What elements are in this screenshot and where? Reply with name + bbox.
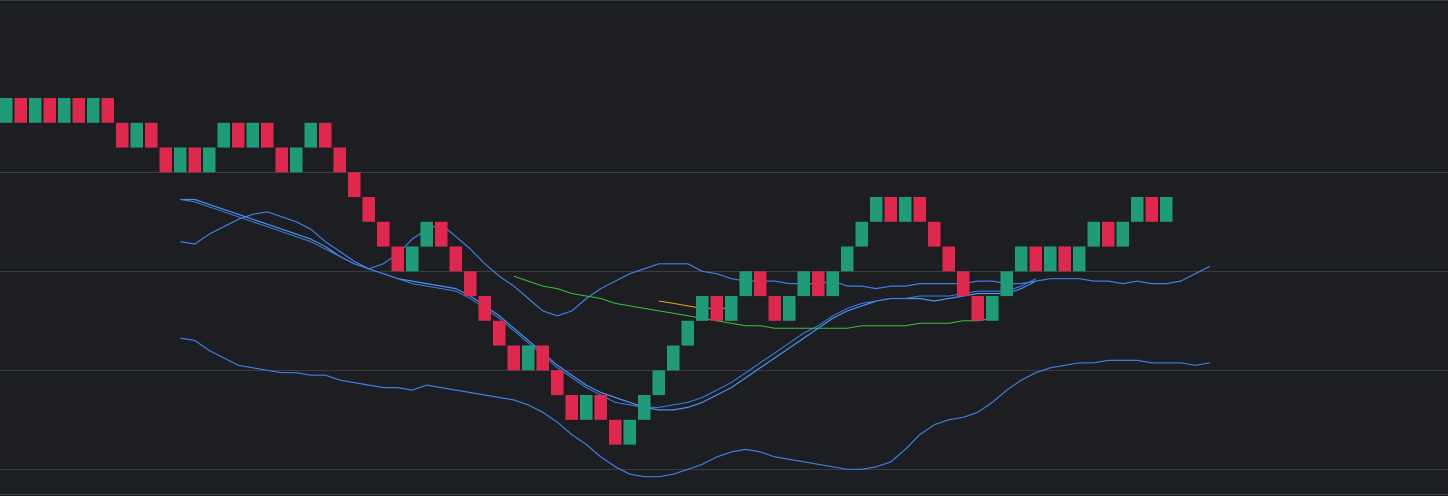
renko-brick-up xyxy=(638,395,651,420)
renko-brick-down xyxy=(536,345,549,371)
renko-brick-down xyxy=(710,296,723,321)
renko-brick-up xyxy=(783,296,796,321)
renko-brick-down xyxy=(116,122,129,148)
renko-brick-up xyxy=(841,246,854,272)
renko-brick-up xyxy=(826,271,839,297)
renko-brick-up xyxy=(855,221,868,247)
renko-brick-up xyxy=(899,197,912,222)
renko-brick-up xyxy=(1160,197,1173,222)
renko-brick-down xyxy=(333,147,346,173)
renko-brick-up xyxy=(1087,221,1100,247)
renko-brick-down xyxy=(145,122,158,148)
renko-brick-up xyxy=(29,98,42,123)
renko-brick-down xyxy=(348,172,361,198)
renko-brick-down xyxy=(507,345,520,371)
renko-brick-up xyxy=(130,122,143,148)
renko-brick-down xyxy=(609,419,622,445)
renko-brick-down xyxy=(1102,221,1115,247)
indicator-lines xyxy=(180,198,1211,478)
renko-brick-down xyxy=(812,271,825,297)
renko-brick-up xyxy=(217,122,230,148)
renko-brick-down xyxy=(362,197,375,222)
renko-brick-up xyxy=(1131,197,1144,222)
renko-brick-up xyxy=(696,296,709,321)
bollinger-upper-line xyxy=(180,211,1211,317)
renko-brick-down xyxy=(188,147,201,173)
renko-brick-up xyxy=(203,147,216,173)
renko-brick-up xyxy=(304,122,317,148)
renko-brick-down xyxy=(72,98,85,123)
renko-brick-down xyxy=(957,271,970,297)
renko-brick-up xyxy=(986,296,999,321)
renko-brick-down xyxy=(1029,246,1042,272)
renko-brick-down xyxy=(478,296,491,321)
renko-brick-up xyxy=(667,345,680,371)
renko-brick-up xyxy=(246,122,259,148)
gridlines xyxy=(0,172,1448,470)
renko-brick-down xyxy=(551,370,564,396)
renko-brick-down xyxy=(377,221,390,247)
renko-brick-up xyxy=(290,147,303,173)
renko-brick-down xyxy=(754,271,767,297)
renko-brick-up xyxy=(725,296,738,321)
renko-brick-down xyxy=(232,122,245,148)
renko-brick-down xyxy=(1058,246,1071,272)
moving-average-3-line xyxy=(513,275,993,329)
moving-average-2-line xyxy=(180,199,1037,408)
renko-brick-down xyxy=(261,122,274,148)
renko-brick-down xyxy=(435,221,448,247)
renko-brick-down xyxy=(464,271,477,297)
renko-brick-down xyxy=(43,98,56,123)
renko-brick-down xyxy=(275,147,288,173)
renko-brick-down xyxy=(1145,197,1158,222)
renko-brick-down xyxy=(493,320,506,346)
renko-brick-up xyxy=(0,98,13,123)
renko-brick-up xyxy=(870,197,883,222)
renko-brick-down xyxy=(14,98,27,123)
renko-brick-down xyxy=(391,246,404,272)
renko-brick-down xyxy=(913,197,926,222)
renko-brick-up xyxy=(681,320,694,346)
renko-brick-up xyxy=(580,395,593,420)
renko-brick-up xyxy=(1044,246,1057,272)
renko-brick-up xyxy=(623,419,636,445)
renko-brick-up xyxy=(1015,246,1028,272)
renko-brick-down xyxy=(971,296,984,321)
bollinger-lower-line xyxy=(180,337,1210,478)
renko-brick-up xyxy=(1116,221,1129,247)
renko-brick-up xyxy=(797,271,810,297)
renko-brick-down xyxy=(319,122,332,148)
renko-brick-up xyxy=(1073,246,1086,272)
renko-brick-up xyxy=(739,271,752,297)
renko-brick-down xyxy=(884,197,897,222)
renko-brick-down xyxy=(928,221,941,247)
renko-bricks xyxy=(0,98,1173,445)
renko-brick-up xyxy=(58,98,71,123)
renko-brick-up xyxy=(652,370,665,396)
renko-brick-up xyxy=(1000,271,1013,297)
renko-brick-down xyxy=(594,395,607,420)
renko-brick-up xyxy=(174,147,187,173)
renko-brick-down xyxy=(101,98,114,123)
renko-brick-down xyxy=(159,147,172,173)
renko-brick-down xyxy=(768,296,781,321)
renko-brick-up xyxy=(406,246,419,272)
renko-brick-up xyxy=(87,98,100,123)
renko-brick-down xyxy=(449,246,462,272)
renko-brick-down xyxy=(942,246,955,272)
renko-brick-up xyxy=(522,345,535,371)
renko-brick-down xyxy=(565,395,578,420)
renko-brick-up xyxy=(420,221,433,247)
